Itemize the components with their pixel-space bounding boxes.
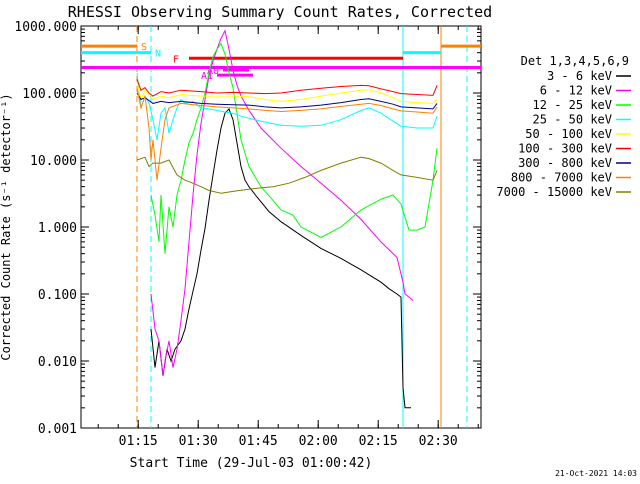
series-line-4 xyxy=(136,72,438,140)
state-bar-label: A0 xyxy=(207,66,219,77)
y-tick-label: 10.000 xyxy=(30,154,77,169)
state-bar-label: N xyxy=(155,49,161,60)
x-tick-label: 02:30 xyxy=(419,434,458,449)
y-tick-label: 1.000 xyxy=(38,221,77,236)
legend-label: 50 - 100 keV xyxy=(525,127,612,141)
series-line-1 xyxy=(150,107,411,409)
x-tick-label: 01:45 xyxy=(239,434,278,449)
state-bar-label: F xyxy=(173,54,179,65)
state-bar-label: S xyxy=(141,42,147,53)
series-line-2 xyxy=(150,29,414,376)
series-line-8 xyxy=(136,87,438,181)
y-axis-label: Corrected Count Rate (s⁻¹ detector⁻¹) xyxy=(0,93,13,360)
legend-label: 6 - 12 keV xyxy=(540,84,612,98)
x-tick-label: 02:00 xyxy=(299,434,338,449)
legend-label: 25 - 50 keV xyxy=(533,113,612,127)
y-tick-label: 1000.000 xyxy=(14,20,77,35)
legend-label: 300 - 800 keV xyxy=(518,156,612,170)
x-tick-label: 01:15 xyxy=(119,434,158,449)
series-line-7 xyxy=(136,92,438,110)
y-tick-label: 0.001 xyxy=(38,422,77,437)
x-axis-label: Start Time (29-Jul-03 01:00:42) xyxy=(130,456,373,471)
plot-frame xyxy=(80,25,482,429)
y-tick-label: 0.100 xyxy=(38,288,77,303)
x-tick-label: 01:30 xyxy=(179,434,218,449)
y-tick-label: 100.000 xyxy=(22,87,77,102)
series-line-6 xyxy=(136,79,438,97)
x-tick-label: 02:15 xyxy=(359,434,398,449)
legend-header: Det 1,3,4,5,6,9 xyxy=(521,54,629,68)
legend-label: 3 - 6 keV xyxy=(547,69,612,83)
series-line-3 xyxy=(150,42,438,254)
chart-title: RHESSI Observing Summary Count Rates, Co… xyxy=(68,3,492,21)
series-line-5 xyxy=(136,81,438,104)
state-bar-label: A1 xyxy=(201,71,213,82)
legend-label: 12 - 25 keV xyxy=(533,98,612,112)
footer-date: 21-Oct-2021 14:03 xyxy=(555,469,637,478)
legend-label: 800 - 7000 keV xyxy=(511,171,612,185)
series-line-9 xyxy=(136,156,438,194)
y-tick-label: 0.010 xyxy=(38,355,77,370)
legend-label: 100 - 300 keV xyxy=(518,142,612,156)
legend-label: 7000 - 15000 keV xyxy=(496,185,612,199)
